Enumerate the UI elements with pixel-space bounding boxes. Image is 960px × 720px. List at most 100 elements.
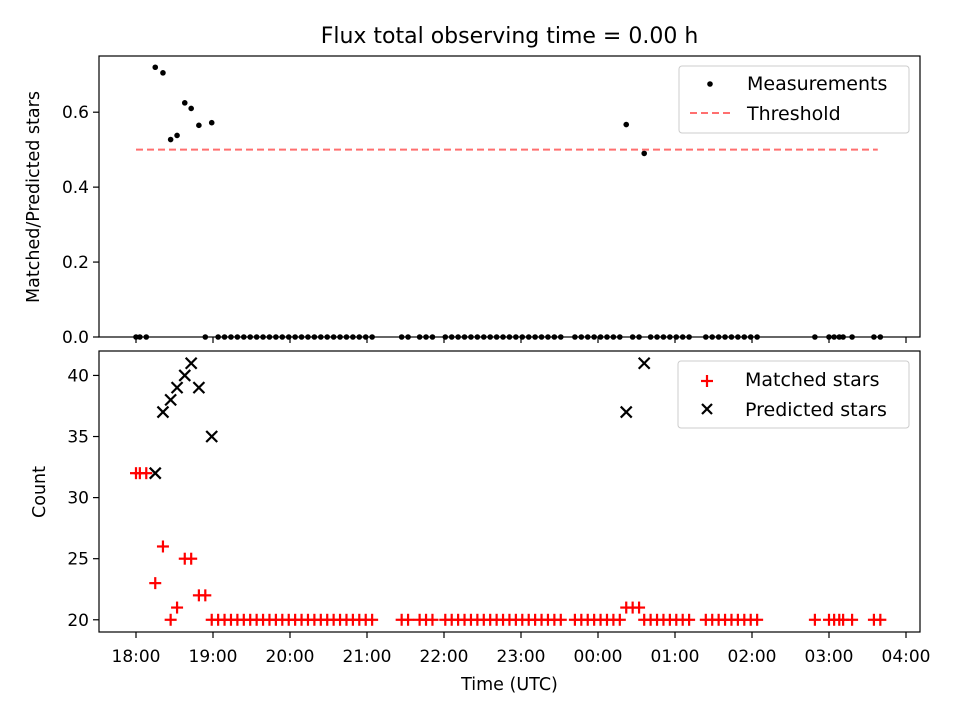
measurement-point xyxy=(578,334,585,340)
measurement-point xyxy=(513,334,519,340)
measurement-point xyxy=(202,334,209,340)
measurement-point xyxy=(167,136,174,143)
matched-star-point xyxy=(140,467,153,480)
measurement-point xyxy=(298,334,305,340)
x-tick-label: 01:00 xyxy=(651,647,700,667)
measurement-point xyxy=(735,334,741,340)
top-panel: 0.0 0.2 0.4 0.6 Flux total observing time =… xyxy=(24,24,921,348)
measurement-point xyxy=(260,334,266,340)
x-tick-label: 21:00 xyxy=(343,647,392,667)
bottom-y-axis-label: Count xyxy=(30,466,50,518)
bottom-data-marks xyxy=(130,356,887,626)
top-legend-box xyxy=(678,65,910,134)
measurement-point xyxy=(461,334,468,340)
measurement-point xyxy=(500,334,506,340)
bottom-x-ticks: 18:00 19:00 20:00 21:00 22:00 23:00 00:00 01:00… xyxy=(112,632,931,667)
matched-star-point xyxy=(751,613,764,626)
y-tick-label: 25 xyxy=(67,550,89,570)
x-tick-label: 22:00 xyxy=(420,647,469,667)
matched-star-point xyxy=(164,613,177,626)
measurement-point xyxy=(610,334,617,340)
measurement-point xyxy=(369,334,375,340)
measurement-point xyxy=(647,334,654,340)
measurement-point xyxy=(337,334,343,340)
measurement-point xyxy=(305,334,311,340)
x-tick-label: 23:00 xyxy=(497,647,546,667)
measurement-point xyxy=(350,334,356,340)
y-tick-label: 0.6 xyxy=(62,103,89,123)
measurement-point xyxy=(623,121,630,128)
legend-predicted-marker xyxy=(701,403,713,415)
measurement-point xyxy=(636,334,642,340)
measurement-point xyxy=(405,334,411,340)
measurement-point xyxy=(532,334,538,340)
measurement-point xyxy=(673,334,680,340)
measurement-point xyxy=(253,334,260,340)
matched-star-point xyxy=(156,540,169,553)
bottom-legend: Matched stars Predicted stars xyxy=(677,360,910,429)
measurement-point xyxy=(429,334,436,340)
measurement-point xyxy=(416,334,423,340)
measurement-point xyxy=(160,70,166,76)
measurement-point xyxy=(221,334,228,340)
measurement-point xyxy=(455,334,461,340)
matched-star-point xyxy=(846,613,859,626)
bottom-legend-box xyxy=(677,360,910,429)
y-tick-label: 0.4 xyxy=(62,178,89,198)
measurement-point xyxy=(519,334,526,340)
predicted-star-point xyxy=(637,356,651,370)
matched-star-point xyxy=(554,613,567,626)
measurement-point xyxy=(741,334,748,340)
y-tick-label: 35 xyxy=(67,428,89,448)
measurement-point xyxy=(747,334,754,340)
measurement-point xyxy=(228,334,234,340)
predicted-star-point xyxy=(148,466,162,480)
measurement-point xyxy=(597,334,604,340)
measurement-point xyxy=(654,334,660,340)
measurement-point xyxy=(468,334,474,340)
measurement-point xyxy=(551,334,558,340)
measurement-point xyxy=(591,334,597,340)
measurement-point xyxy=(493,334,500,340)
measurement-point xyxy=(273,334,279,340)
predicted-star-point xyxy=(164,393,177,407)
predicted-star-point xyxy=(178,369,192,382)
legend-predicted-label: Predicted stars xyxy=(745,399,887,421)
measurement-point xyxy=(617,334,623,340)
y-tick-label: 30 xyxy=(67,489,89,509)
matched-star-point xyxy=(185,552,198,565)
x-tick-label: 04:00 xyxy=(882,647,931,667)
measurement-point xyxy=(506,334,513,340)
bottom-y-ticks: 20 25 30 35 40 xyxy=(67,366,99,631)
x-tick-label: 18:00 xyxy=(112,647,161,667)
predicted-star-point xyxy=(184,356,198,370)
matched-star-point xyxy=(808,613,821,626)
measurement-point xyxy=(474,334,481,340)
measurement-point xyxy=(525,334,532,340)
x-tick-label: 02:00 xyxy=(728,647,777,667)
measurement-point xyxy=(423,334,429,340)
legend-matched-marker xyxy=(701,375,713,387)
matched-star-point xyxy=(402,613,415,626)
measurement-point xyxy=(234,334,241,340)
measurement-point xyxy=(722,334,728,340)
measurement-point xyxy=(487,334,494,340)
measurement-point xyxy=(285,334,292,340)
measurement-point xyxy=(641,150,647,157)
matched-star-point xyxy=(426,613,439,626)
top-y-axis-label: Matched/Predicted stars xyxy=(24,91,44,303)
measurement-point xyxy=(356,334,363,340)
legend-matched-label: Matched stars xyxy=(745,369,879,391)
measurement-point xyxy=(174,132,180,139)
measurement-point xyxy=(584,334,591,340)
measurement-point xyxy=(709,334,716,340)
measurement-point xyxy=(826,334,832,340)
measurement-point xyxy=(137,334,143,340)
legend-measurements-label: Measurements xyxy=(747,73,887,95)
measurement-point xyxy=(728,334,735,340)
legend-threshold-label: Threshold xyxy=(746,103,841,125)
measurement-point xyxy=(241,334,247,340)
measurement-point xyxy=(398,334,405,340)
measurement-point xyxy=(667,334,673,340)
